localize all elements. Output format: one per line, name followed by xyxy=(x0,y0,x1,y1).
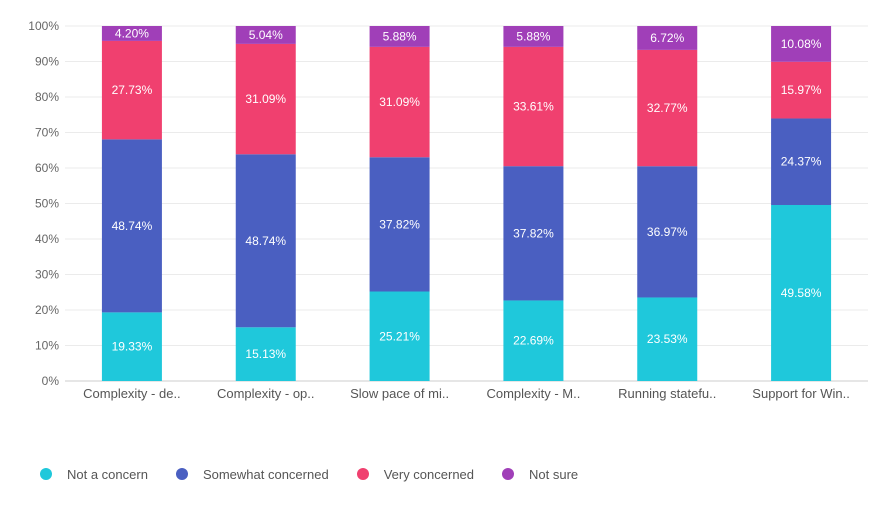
data-label: 5.04% xyxy=(249,28,283,42)
grid-lines xyxy=(65,25,868,382)
data-label: 4.20% xyxy=(115,26,149,40)
data-label: 37.82% xyxy=(379,217,420,231)
bar-segment[interactable] xyxy=(235,154,296,328)
bar-segment[interactable] xyxy=(771,61,832,119)
data-label: 36.97% xyxy=(647,225,688,239)
data-label: 27.73% xyxy=(112,83,153,97)
bar-segment[interactable] xyxy=(235,26,296,44)
data-label: 31.09% xyxy=(379,95,420,109)
x-tick-label: Running statefu.. xyxy=(618,386,716,401)
bar-segment[interactable] xyxy=(637,166,698,298)
legend-item[interactable]: Somewhat concerned xyxy=(175,466,329,482)
y-tick-label: 60% xyxy=(35,161,59,175)
bar-segment[interactable] xyxy=(369,157,430,292)
x-tick-label: Slow pace of mi.. xyxy=(350,386,449,401)
data-label: 48.74% xyxy=(245,234,286,248)
legend-swatch xyxy=(175,468,188,480)
x-tick-label: Complexity - M.. xyxy=(486,386,580,401)
bar-segment[interactable] xyxy=(637,26,698,50)
y-tick-label: 50% xyxy=(35,197,59,211)
legend-swatch xyxy=(40,468,52,480)
bar-segment[interactable] xyxy=(503,26,564,47)
data-label: 10.08% xyxy=(781,37,822,51)
chart-legend: Not a concern Somewhat concerned Very conc… xyxy=(40,464,606,484)
data-label: 23.53% xyxy=(647,332,688,346)
bar-segment[interactable] xyxy=(637,49,698,167)
y-tick-label: 70% xyxy=(35,126,59,140)
bar-segment[interactable] xyxy=(771,118,832,205)
legend-label: Not sure xyxy=(529,466,579,482)
bar-segment[interactable] xyxy=(101,26,162,41)
legend-label: Very concerned xyxy=(383,466,475,482)
y-tick-label: 20% xyxy=(35,303,59,317)
data-label: 48.74% xyxy=(112,219,153,233)
bar-segment[interactable] xyxy=(503,166,564,301)
legend-item[interactable]: Not a concern xyxy=(40,467,148,482)
data-label: 24.37% xyxy=(781,155,822,169)
data-label: 15.13% xyxy=(245,347,286,361)
bar-segment[interactable] xyxy=(235,43,296,155)
y-tick-label: 10% xyxy=(35,339,59,353)
y-axis-ticks: 0% 10% 20% 30% 40% 50% 60% 70% 80% 90% 100% xyxy=(28,19,59,388)
data-label: 25.21% xyxy=(379,329,420,343)
bar-segment[interactable] xyxy=(101,139,162,313)
bar-segment[interactable] xyxy=(369,46,430,158)
legend-swatch xyxy=(502,468,515,480)
bar-segment[interactable] xyxy=(235,327,296,381)
data-label: 6.72% xyxy=(650,31,684,45)
bar-segment[interactable] xyxy=(369,26,430,47)
data-label: 15.97% xyxy=(781,83,822,97)
y-tick-label: 100% xyxy=(28,19,59,33)
legend-item[interactable]: Very concerned xyxy=(356,466,475,482)
data-label: 37.82% xyxy=(513,226,554,240)
y-tick-label: 90% xyxy=(35,55,59,69)
legend-label: Somewhat concerned xyxy=(202,466,329,482)
legend-label: Not a concern xyxy=(67,466,148,482)
data-label: 31.09% xyxy=(245,92,286,106)
bar-segment[interactable] xyxy=(771,26,832,62)
bar-segment[interactable] xyxy=(101,312,162,381)
data-label: 19.33% xyxy=(112,340,153,354)
data-label: 22.69% xyxy=(513,334,554,348)
y-tick-label: 30% xyxy=(35,268,59,282)
bar-segment[interactable] xyxy=(771,204,832,381)
legend-item[interactable]: Not sure xyxy=(502,467,578,482)
data-label: 49.58% xyxy=(781,286,822,300)
data-label: 5.88% xyxy=(516,29,550,43)
data-label: 32.77% xyxy=(647,101,688,115)
x-tick-label: Support for Win.. xyxy=(752,386,850,401)
bar-segment[interactable] xyxy=(503,300,564,381)
x-axis-ticks: Complexity - de.. Complexity - op.. Slow p… xyxy=(83,386,850,401)
y-tick-label: 80% xyxy=(35,90,59,104)
bar-segment[interactable] xyxy=(369,291,430,381)
data-labels: 19.33% 48.74% 27.73% 4.20% 15.13% 48.74% 31.09… xyxy=(112,26,822,361)
x-tick-label: Complexity - op.. xyxy=(217,386,315,401)
data-label: 5.88% xyxy=(383,29,417,43)
y-tick-label: 40% xyxy=(35,232,59,246)
y-tick-label: 0% xyxy=(42,374,60,388)
bars xyxy=(101,26,832,381)
bar-segment[interactable] xyxy=(503,46,564,167)
x-tick-label: Complexity - de.. xyxy=(83,386,181,401)
data-label: 33.61% xyxy=(513,100,554,114)
bar-segment[interactable] xyxy=(101,40,162,140)
legend-swatch xyxy=(356,468,369,480)
bar-segment[interactable] xyxy=(637,297,698,381)
